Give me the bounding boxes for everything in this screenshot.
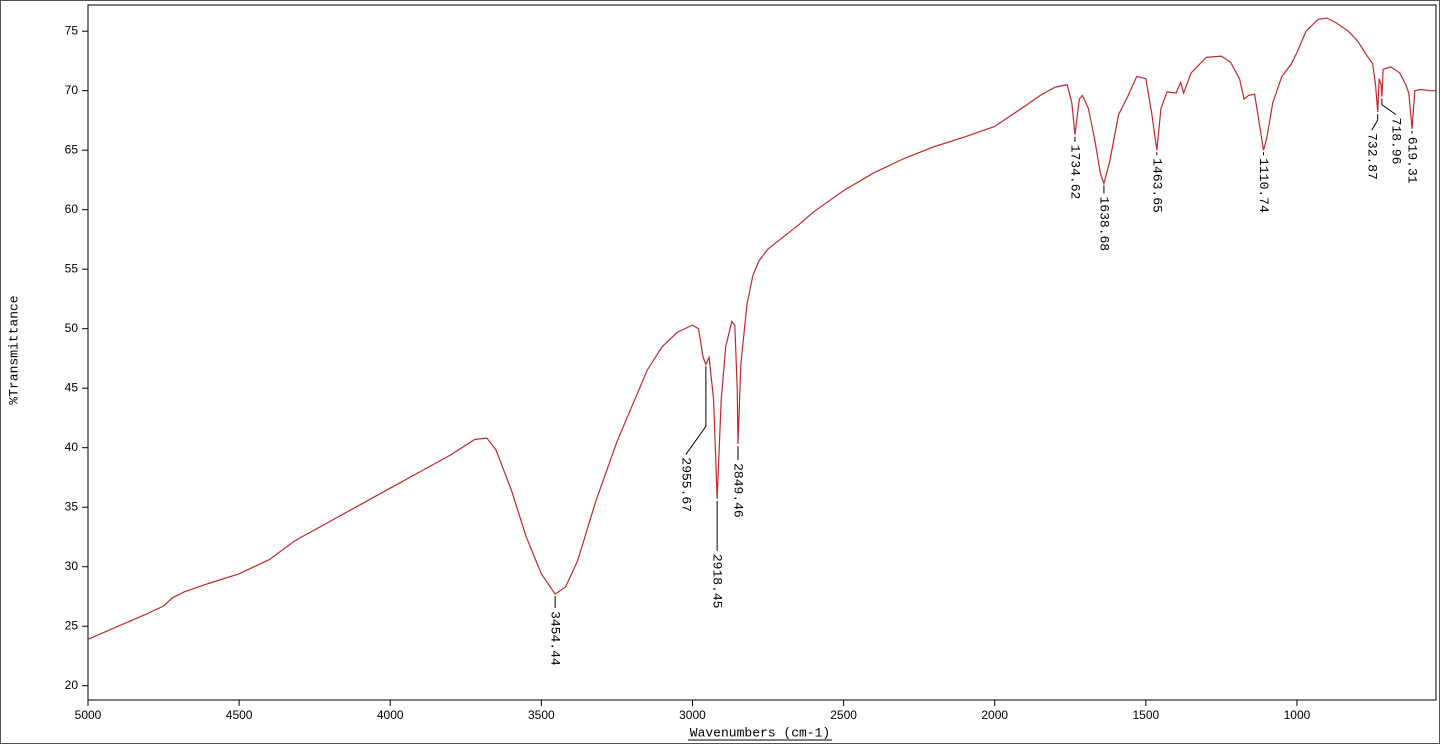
y-tick-label: 40 <box>65 440 79 454</box>
x-tick-label: 2000 <box>981 708 1008 722</box>
y-tick-label: 75 <box>65 23 79 37</box>
peak-label: 1638.68 <box>1096 197 1111 252</box>
x-tick-label: 5000 <box>75 708 102 722</box>
y-tick-label: 35 <box>65 499 79 513</box>
y-tick-label: 30 <box>65 559 79 573</box>
peak-label: 1734.62 <box>1067 145 1082 200</box>
x-axis-label: Wavenumbers (cm-1) <box>690 725 830 740</box>
y-tick-label: 60 <box>65 202 79 216</box>
y-tick-label: 70 <box>65 83 79 97</box>
spectrum-line <box>87 17 1436 640</box>
x-tick-label: 3000 <box>679 708 706 722</box>
peak-label: 2849.46 <box>731 463 746 518</box>
peak-label: 718.96 <box>1388 118 1403 165</box>
y-tick-label: 25 <box>65 618 79 632</box>
peak-label: 2955.67 <box>678 457 693 512</box>
peak-label: 1463.65 <box>1149 158 1164 213</box>
y-tick-label: 45 <box>65 380 79 394</box>
y-tick-label: 55 <box>65 261 79 275</box>
peak-label: 619.31 <box>1405 137 1420 184</box>
y-tick-label: 20 <box>65 678 79 692</box>
y-axis-label: %Transmittance <box>6 295 21 404</box>
peak-leader <box>685 366 707 455</box>
peak-leader <box>1371 114 1379 131</box>
y-tick-label: 65 <box>65 142 79 156</box>
peak-label: 2918.45 <box>710 554 725 609</box>
peak-label: 732.87 <box>1364 133 1379 180</box>
y-tick-label: 50 <box>65 321 79 335</box>
x-tick-label: 4500 <box>226 708 253 722</box>
x-tick-label: 2500 <box>830 708 857 722</box>
x-tick-label: 3500 <box>528 708 555 722</box>
x-tick-label: 1000 <box>1284 708 1311 722</box>
x-tick-label: 4000 <box>377 708 404 722</box>
peak-label: 1110.74 <box>1256 158 1271 213</box>
peak-label: 3454.44 <box>548 611 563 666</box>
x-tick-label: 1500 <box>1132 708 1159 722</box>
peak-leader <box>1381 98 1397 116</box>
plot-frame <box>87 4 1437 701</box>
